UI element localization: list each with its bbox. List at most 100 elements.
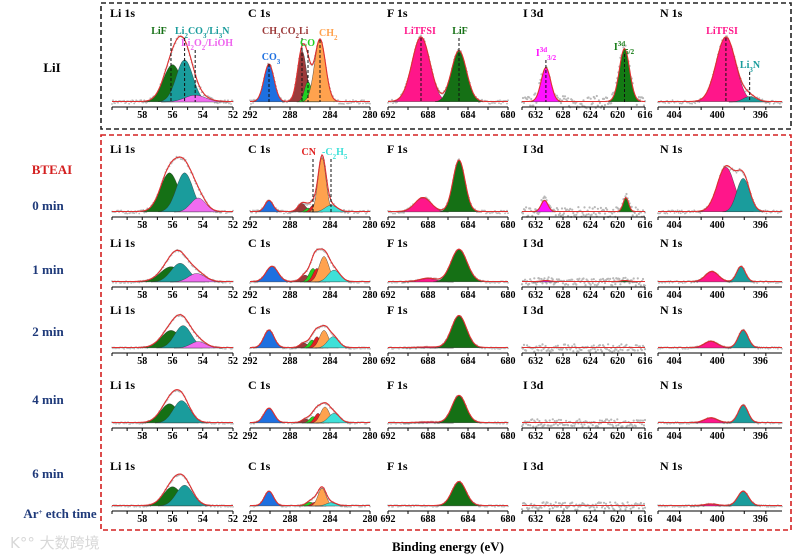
raw-data-point <box>606 418 609 421</box>
raw-data-point <box>528 507 531 510</box>
raw-data-point <box>624 44 627 47</box>
raw-data-point <box>530 97 533 101</box>
panel-title: N 1s <box>660 236 683 250</box>
raw-data-point <box>573 214 576 217</box>
raw-data-point <box>603 420 607 423</box>
raw-data-point <box>624 420 627 423</box>
raw-data-point <box>526 98 529 101</box>
raw-data-point <box>639 419 643 422</box>
label-part: CO <box>300 38 315 49</box>
raw-data-point <box>400 211 402 214</box>
x-tick-label: 400 <box>710 356 725 367</box>
x-tick-label: 288 <box>283 431 298 442</box>
raw-data-point <box>283 212 285 215</box>
raw-data-point <box>537 508 540 511</box>
raw-data-point <box>681 101 684 104</box>
envelope-fit-line <box>522 279 645 283</box>
raw-data-point <box>582 277 585 280</box>
raw-data-point <box>499 99 501 102</box>
bteai-frame <box>100 134 792 531</box>
raw-data-point <box>561 95 565 98</box>
raw-data-point <box>635 214 638 217</box>
label-part: 3 <box>203 32 207 40</box>
raw-data-point <box>557 213 561 217</box>
x-tick-label: 56 <box>168 110 178 121</box>
raw-data-point <box>533 350 536 353</box>
raw-data-point <box>392 102 394 105</box>
raw-data-point <box>394 212 396 215</box>
raw-data-point <box>640 423 644 426</box>
label-part: Li <box>181 38 191 49</box>
raw-data-point <box>532 281 535 284</box>
raw-data-point <box>504 212 506 215</box>
raw-data-point <box>554 214 557 217</box>
raw-data-point <box>498 102 500 104</box>
label-part: 2 <box>333 153 337 161</box>
raw-data-point <box>615 424 618 427</box>
row-label: 6 min <box>32 466 64 481</box>
label-part: Ar <box>23 506 38 521</box>
raw-data-point <box>528 96 531 99</box>
panel-c1s: C 1s 292 288 284 280 <box>243 459 378 525</box>
raw-data-point <box>390 422 392 425</box>
raw-data-point <box>668 281 671 284</box>
raw-data-point <box>590 278 593 281</box>
peak-label-li3n: Li3N <box>740 60 761 74</box>
raw-data-point <box>392 505 394 508</box>
raw-data-point <box>777 347 779 350</box>
raw-data-point <box>611 423 614 426</box>
panel-n1s: N 1s 404 400 396 <box>657 378 783 442</box>
raw-data-point <box>580 102 583 105</box>
raw-data-point <box>611 284 614 287</box>
x-tick-label: 628 <box>556 290 571 301</box>
row-label: 1 min <box>32 262 64 277</box>
label-part: 3/2 <box>547 54 556 62</box>
raw-data-point <box>563 95 567 98</box>
raw-data-point <box>286 101 288 104</box>
x-tick-label: 54 <box>198 220 208 231</box>
raw-data-point <box>587 96 590 99</box>
raw-data-point <box>612 344 615 347</box>
raw-data-point <box>540 422 543 425</box>
panel-title: I 3d <box>523 378 544 392</box>
raw-data-point <box>602 209 606 212</box>
raw-data-point <box>251 99 253 102</box>
raw-data-point <box>693 505 696 508</box>
panel-c1s: C 1s 292 288 284 280 <box>243 303 378 367</box>
raw-data-point <box>576 419 579 422</box>
panel-title: Li 1s <box>110 142 135 156</box>
raw-data-point <box>626 424 629 427</box>
raw-data-point <box>479 505 481 508</box>
raw-data-point <box>643 348 647 351</box>
raw-data-point <box>773 101 776 104</box>
raw-data-point <box>350 347 352 350</box>
raw-data-point <box>562 508 566 511</box>
raw-data-point <box>581 104 584 107</box>
raw-data-point <box>567 424 570 427</box>
raw-data-point <box>635 344 638 347</box>
x-tick-label: 52 <box>228 110 238 121</box>
raw-data-point <box>133 347 136 350</box>
raw-data-point <box>596 425 600 428</box>
raw-data-point <box>574 508 577 511</box>
raw-data-point <box>768 102 771 105</box>
x-tick-label: 624 <box>583 356 598 367</box>
peak-label-i32: I3d3/2 <box>536 46 557 62</box>
raw-data-point <box>345 99 347 102</box>
raw-data-point <box>758 97 761 99</box>
raw-data-point <box>540 349 543 352</box>
raw-data-point <box>603 212 607 215</box>
raw-data-point <box>599 501 603 504</box>
raw-data-point <box>361 505 363 508</box>
raw-data-point <box>569 207 572 210</box>
raw-data-point <box>562 97 566 100</box>
raw-data-point <box>643 506 647 509</box>
x-tick-label: 632 <box>528 290 543 301</box>
raw-data-point <box>573 343 576 346</box>
raw-data-point <box>551 278 554 281</box>
x-tick-label: 400 <box>710 514 725 525</box>
raw-data-point <box>673 212 676 214</box>
raw-data-point <box>567 344 570 347</box>
raw-data-point <box>557 418 561 421</box>
